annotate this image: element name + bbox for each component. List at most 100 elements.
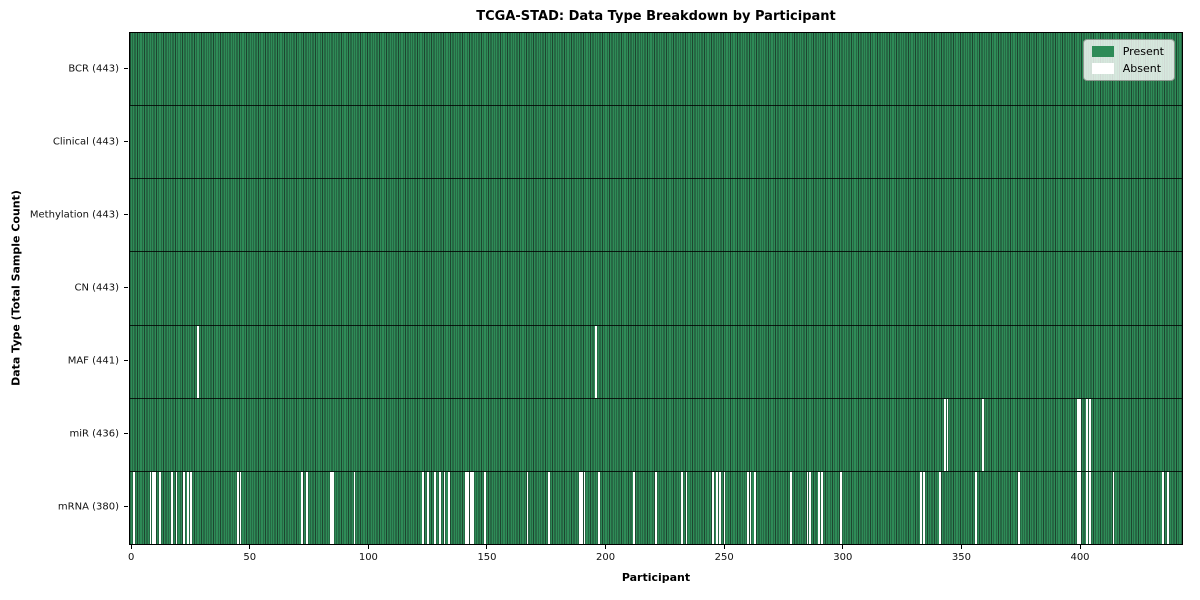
y-tick-mark (124, 141, 128, 142)
absent-mark (1076, 471, 1079, 544)
legend: Present Absent (1082, 39, 1175, 81)
x-tick-label: 150 (477, 552, 497, 563)
absent-mark (301, 471, 304, 544)
absent-mark (946, 398, 949, 471)
x-tick-label: 350 (951, 552, 971, 563)
absent-mark (920, 471, 923, 544)
legend-label: Absent (1122, 62, 1162, 75)
y-tick-mark (124, 506, 128, 507)
absent-mark (818, 471, 821, 544)
absent-mark (239, 471, 242, 544)
absent-mark (711, 471, 714, 544)
x-axis-label: Participant (621, 571, 691, 584)
y-tick-label-cn: CN (443) (74, 282, 119, 293)
absent-mark (839, 471, 842, 544)
x-tick-mark (842, 545, 844, 549)
y-tick-label-clinical: Clinical (443) (52, 136, 119, 147)
absent-mark (332, 471, 334, 544)
y-tick-label-methylation: Methylation (443) (29, 209, 119, 220)
absent-mark (483, 471, 486, 544)
x-tick-mark (130, 545, 132, 549)
datatype-row-bcr (130, 33, 1182, 106)
absent-mark (1017, 471, 1020, 544)
absent-mark (747, 471, 750, 544)
absent-mark (808, 471, 811, 544)
absent-mark (467, 471, 470, 544)
x-tick-mark (486, 545, 488, 549)
absent-mark (1086, 398, 1089, 471)
absent-mark (548, 471, 550, 544)
legend-label: Present (1122, 45, 1164, 58)
absent-mark (1112, 471, 1115, 544)
x-tick-label: 100 (358, 552, 378, 563)
absent-mark (716, 471, 719, 544)
absent-mark (718, 471, 721, 544)
absent-mark (182, 471, 185, 544)
absent-mark (597, 471, 600, 544)
absent-mark (1076, 398, 1079, 471)
absent-mark (353, 471, 356, 544)
x-tick-label: 0 (127, 552, 135, 563)
absent-mark (434, 471, 436, 544)
absent-mark (789, 471, 792, 544)
absent-mark (422, 471, 425, 544)
x-tick-mark (249, 545, 251, 549)
absent-mark (170, 471, 173, 544)
absent-mark (1086, 471, 1089, 544)
absent-mark (187, 471, 190, 544)
x-tick-mark (960, 545, 962, 549)
absent-mark (237, 471, 240, 544)
datatype-row-methylation (130, 178, 1182, 252)
datatype-row-maf (130, 324, 1182, 398)
absent-mark (581, 471, 584, 544)
absent-mark (944, 398, 946, 471)
y-tick-mark (124, 433, 128, 434)
absent-mark (1162, 471, 1165, 544)
datatype-row-mir (130, 397, 1182, 471)
absent-mark (154, 471, 157, 544)
x-tick-mark (1079, 545, 1081, 549)
absent-mark (443, 471, 446, 544)
y-tick-label-maf: MAF (441) (67, 355, 119, 366)
absent-mark (438, 471, 441, 544)
absent-mark (680, 471, 683, 544)
x-tick-label: 250 (714, 552, 734, 563)
y-tick-mark (124, 214, 128, 215)
absent-mark (448, 471, 451, 544)
absent-mark (1088, 398, 1091, 471)
absent-mark (132, 471, 135, 544)
absent-mark (149, 471, 152, 544)
absent-mark (526, 471, 529, 544)
absent-mark (427, 471, 429, 544)
datatype-row-clinical (130, 105, 1182, 179)
absent-mark (820, 471, 823, 544)
x-tick-label: 50 (243, 552, 257, 563)
x-tick-label: 300 (833, 552, 853, 563)
absent-mark (1088, 471, 1091, 544)
x-axis: 0 50 100 150 200 250 300 350 400 (127, 545, 1182, 575)
legend-swatch-icon (1091, 63, 1114, 74)
legend-entry-absent: Absent (1091, 62, 1164, 75)
absent-mark (633, 471, 636, 544)
absent-mark (472, 471, 474, 544)
absent-mark (1079, 471, 1082, 544)
y-tick-label-mrna: mRNA (380) (57, 501, 119, 512)
y-tick-mark (124, 68, 128, 69)
absent-mark (306, 471, 308, 544)
legend-entry-present: Present (1091, 45, 1164, 58)
x-tick-label: 200 (596, 552, 616, 563)
absent-mark (595, 325, 598, 398)
y-tick-label-mir: miR (436) (69, 428, 119, 439)
absent-mark (654, 471, 657, 544)
absent-mark (806, 471, 809, 544)
x-tick-mark (723, 545, 725, 549)
chart-title: TCGA-STAD: Data Type Breakdown by Partic… (476, 9, 836, 24)
absent-mark (196, 325, 199, 398)
absent-mark (578, 471, 581, 544)
y-tick-mark (124, 287, 128, 288)
absent-mark (151, 471, 154, 544)
absent-mark (175, 471, 178, 544)
x-tick-label: 400 (1070, 552, 1090, 563)
absent-mark (159, 471, 161, 544)
